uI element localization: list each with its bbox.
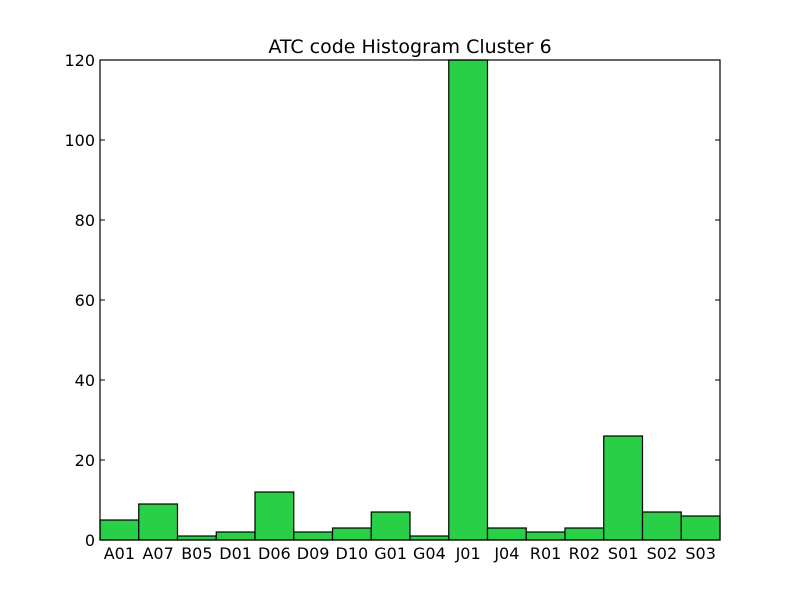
x-tick-label: D10 (336, 544, 369, 563)
bar-J01 (448, 59, 489, 541)
y-tick-label: 100 (64, 131, 95, 150)
x-tick-label: R01 (530, 544, 561, 563)
x-tick-label: A01 (104, 544, 135, 563)
x-tick-label: R02 (569, 544, 600, 563)
x-tick-label: B05 (181, 544, 212, 563)
ticks-group: A01 A07 B05 D01 D06 D09 D10 G01 G04 J01 J04 R01 R02 S… (64, 51, 720, 563)
x-tick-label: S02 (647, 544, 678, 563)
bar-S03 (680, 515, 721, 541)
y-tick-label: 40 (75, 371, 95, 390)
y-tick-label: 20 (75, 451, 95, 470)
bar-A01 (99, 519, 140, 541)
x-tick-label: D01 (219, 544, 252, 563)
bar-R02 (564, 527, 605, 541)
x-tick-label: A07 (142, 544, 173, 563)
y-tick-label: 0 (85, 531, 95, 550)
x-tick-label: S01 (608, 544, 639, 563)
bar-G01 (370, 511, 411, 541)
chart-title: ATC code Histogram Cluster 6 (268, 36, 551, 58)
x-tick-label: J04 (493, 544, 519, 563)
x-tick-label: G04 (413, 544, 446, 563)
bar-D06 (254, 491, 295, 541)
bar-D01 (215, 531, 256, 541)
bar-S01 (603, 435, 644, 541)
bar-D10 (331, 527, 372, 541)
y-tick-label: 120 (64, 51, 95, 70)
bar-D09 (293, 531, 334, 541)
bar-S02 (641, 511, 682, 541)
x-tick-label: S03 (685, 544, 716, 563)
x-tick-label: D09 (297, 544, 330, 563)
bar-A07 (138, 503, 179, 541)
y-tick-label: 60 (75, 291, 95, 310)
x-tick-label: D06 (258, 544, 291, 563)
plot-frame (99, 59, 721, 541)
x-tick-label: J01 (455, 544, 481, 563)
bars-group (99, 59, 721, 541)
y-tick-label: 80 (75, 211, 95, 230)
bar-R01 (525, 531, 566, 541)
bar-J04 (486, 527, 527, 541)
x-tick-label: G01 (374, 544, 407, 563)
